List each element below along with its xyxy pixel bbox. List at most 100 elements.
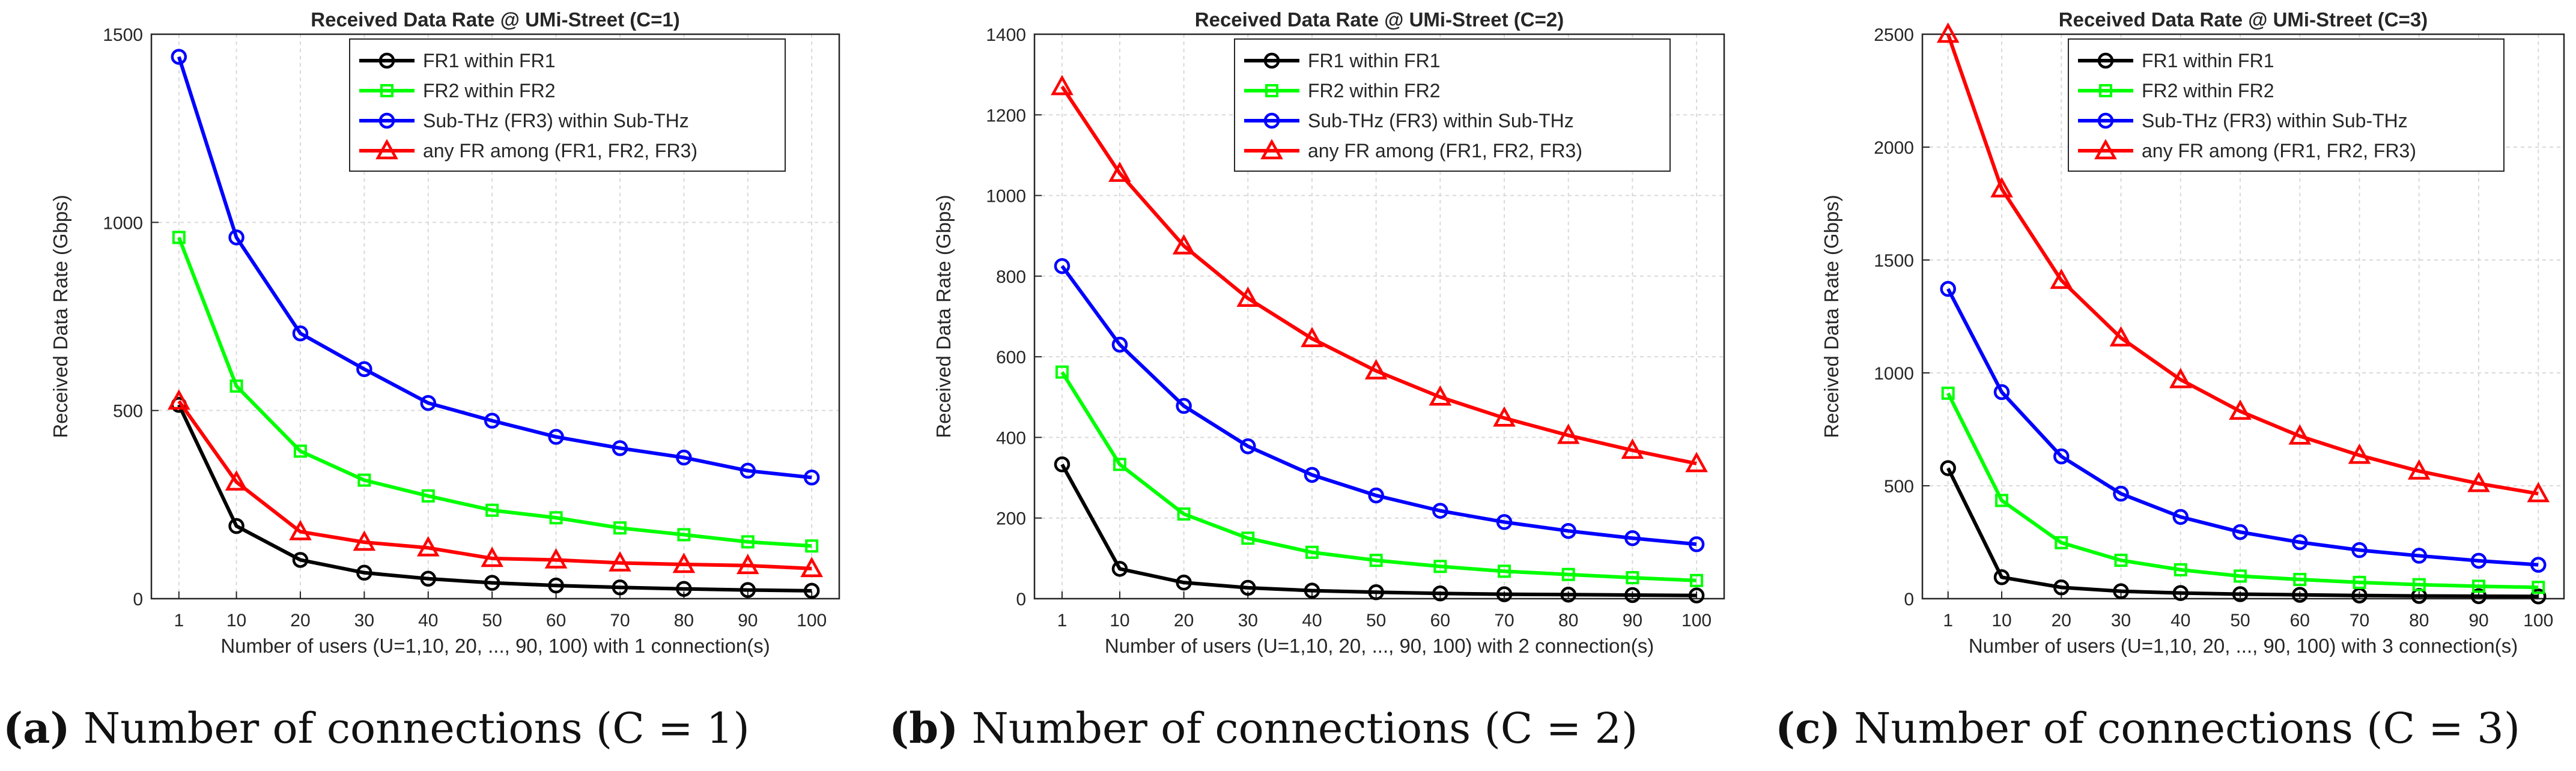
y-tick-label: 1000 (103, 213, 143, 233)
series-1 (172, 231, 819, 553)
data-point (1054, 258, 1071, 274)
series-line (1946, 34, 2539, 496)
data-point (484, 413, 500, 429)
x-tick-label: 70 (2350, 611, 2369, 630)
x-tick-label: 60 (546, 611, 566, 630)
data-point (740, 582, 756, 598)
data-point (741, 535, 755, 549)
x-tick-label: 10 (1991, 611, 2011, 630)
data-point (1364, 359, 1388, 379)
legend-marker (2094, 139, 2117, 160)
caption-letter: (c) (1775, 703, 1841, 753)
y-tick-label: 0 (1016, 590, 1026, 609)
caption-letter: (b) (889, 703, 959, 753)
data-point (1940, 460, 1956, 476)
legend-label: any FR among (FR1, FR2, FR3) (423, 140, 697, 162)
data-point (2234, 569, 2247, 583)
y-tick-label: 1500 (1874, 251, 1914, 271)
legend-entry: FR1 within FR1 (2078, 50, 2274, 71)
data-point (740, 462, 756, 479)
data-point (1432, 503, 1448, 519)
data-point (1624, 587, 1641, 603)
data-point (353, 530, 376, 551)
chart-title: Received Data Rate @ UMi-Street (C=3) (2059, 8, 2428, 31)
legend: FR1 within FR1 FR2 within FR2 Sub-THz (FR3… (2068, 38, 2505, 172)
y-tick-label: 0 (1904, 590, 1914, 609)
data-point (2353, 575, 2366, 589)
data-point (1990, 177, 2013, 198)
y-axis-label: Received Data Rate (Gbps) (1820, 195, 1842, 438)
chart-c3: 1 10 20 30 40 50 60 70 80 90 100050010001500200025… (1820, 8, 2565, 657)
caption-text: Number of connections (C = 1) (70, 704, 750, 753)
data-point (2412, 578, 2426, 591)
data-point (1369, 554, 1383, 567)
data-point (167, 389, 190, 410)
chart-title: Received Data Rate @ UMi-Street (C=2) (1195, 8, 1564, 31)
data-point (2351, 542, 2368, 558)
legend-marker (1263, 112, 1280, 129)
data-point (2472, 579, 2486, 593)
data-point (1941, 386, 1955, 400)
legend-label: Sub-THz (FR3) within Sub-THz (423, 110, 689, 132)
chart-c2: 1 10 20 30 40 50 60 70 80 90 100020040060080010001… (932, 8, 1725, 657)
legend-label: FR1 within FR1 (2142, 50, 2274, 71)
x-tick-label: 40 (2170, 611, 2190, 630)
x-tick-label: 50 (482, 611, 502, 630)
data-point (2113, 583, 2129, 599)
y-axis-label: Received Data Rate (Gbps) (932, 195, 955, 438)
data-point (1301, 327, 1323, 348)
data-point (612, 440, 628, 456)
data-point (2055, 536, 2068, 549)
legend-marker (380, 84, 393, 97)
x-tick-label: 20 (1174, 611, 1194, 630)
data-point (2050, 268, 2073, 289)
y-tick-label: 1200 (986, 106, 1026, 125)
data-point (676, 581, 692, 597)
data-point (612, 579, 628, 596)
data-point (2292, 534, 2308, 551)
y-tick-label: 2000 (1874, 138, 1914, 158)
data-point (292, 552, 309, 568)
caption-a: (a) Number of connections (C = 1) (3, 701, 750, 755)
caption-c: (c) Number of connections (C = 3) (1775, 701, 2520, 755)
data-point (293, 444, 307, 458)
series-3 (167, 389, 824, 578)
series-line (1946, 288, 2539, 567)
legend-label: any FR among (FR1, FR2, FR3) (1308, 140, 1582, 162)
y-tick-label: 200 (996, 509, 1026, 529)
x-tick-label: 20 (2052, 611, 2071, 630)
x-tick-label: 90 (1623, 611, 1642, 630)
series-line (1946, 392, 2539, 590)
data-point (2172, 509, 2189, 525)
x-tick-label: 40 (1302, 611, 1322, 630)
legend-entry: Sub-THz (FR3) within Sub-THz (359, 110, 689, 132)
data-point (1051, 74, 1074, 95)
data-point (1240, 438, 1256, 455)
legend-entry: any FR among (FR1, FR2, FR3) (2078, 139, 2416, 162)
data-point (1432, 585, 1448, 602)
x-tick-label: 1 (1943, 611, 1953, 630)
x-tick-label: 10 (226, 611, 246, 630)
data-point (548, 577, 564, 594)
data-point (2530, 557, 2547, 573)
caption-text: Number of connections (C = 2) (958, 704, 1638, 753)
data-point (1688, 536, 1705, 552)
x-tick-label: 30 (2111, 611, 2131, 630)
x-tick-label: 10 (1110, 611, 1129, 630)
data-point (292, 325, 309, 342)
data-point (357, 473, 371, 487)
data-point (1940, 280, 1956, 297)
legend-marker (2097, 52, 2114, 69)
data-point (1557, 423, 1580, 444)
data-point (485, 503, 499, 517)
x-tick-label: 90 (738, 611, 758, 630)
y-tick-label: 1000 (1874, 364, 1914, 384)
data-point (2169, 367, 2192, 389)
legend-label: any FR among (FR1, FR2, FR3) (2142, 140, 2416, 162)
x-tick-label: 50 (1366, 611, 1386, 630)
data-point (1493, 406, 1516, 427)
data-point (2174, 563, 2187, 576)
data-point (1236, 286, 1260, 307)
series-0 (171, 397, 820, 599)
